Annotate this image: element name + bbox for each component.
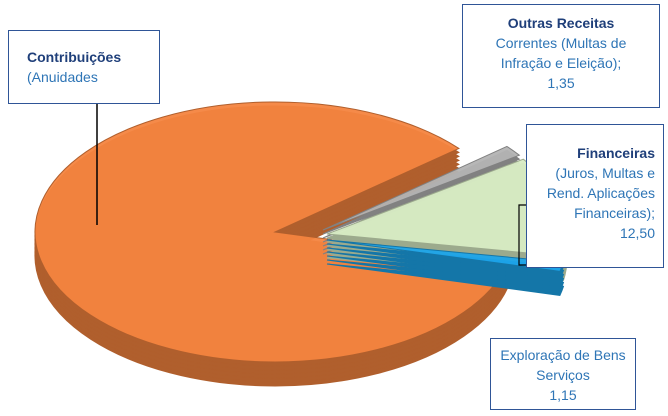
category-note: (Juros, Multas e Rend. Aplicações Financ… [546,165,655,221]
value-label: 12,50 [619,225,655,241]
slice-side [326,255,565,288]
slice [322,145,521,231]
category-note: Correntes (Multas de Infração e Eleição)… [495,35,627,71]
value-label: 1,35 [547,75,575,91]
slice-side [326,259,565,292]
label-box: Contribuições (Anuidades [8,30,160,104]
value-label: 1,15 [549,387,577,403]
category-label: Outras Receitas [507,15,615,31]
leader-line [518,204,526,266]
category-label: Contribuições [27,49,122,65]
category-note: (Anuidades [27,69,98,85]
category-label: Financeiras [577,145,655,161]
label-box: Financeiras (Juros, Multas e Rend. Aplic… [526,124,664,268]
slice-side [326,263,565,296]
label-box: Exploração de Bens Serviços 1,15 [490,338,636,410]
category-label: Exploração de Bens Serviços [500,347,626,383]
label-box: Outras Receitas Correntes (Multas de Inf… [462,4,660,108]
slice [34,101,509,363]
slice-side [326,251,565,284]
slice-side [326,247,565,280]
